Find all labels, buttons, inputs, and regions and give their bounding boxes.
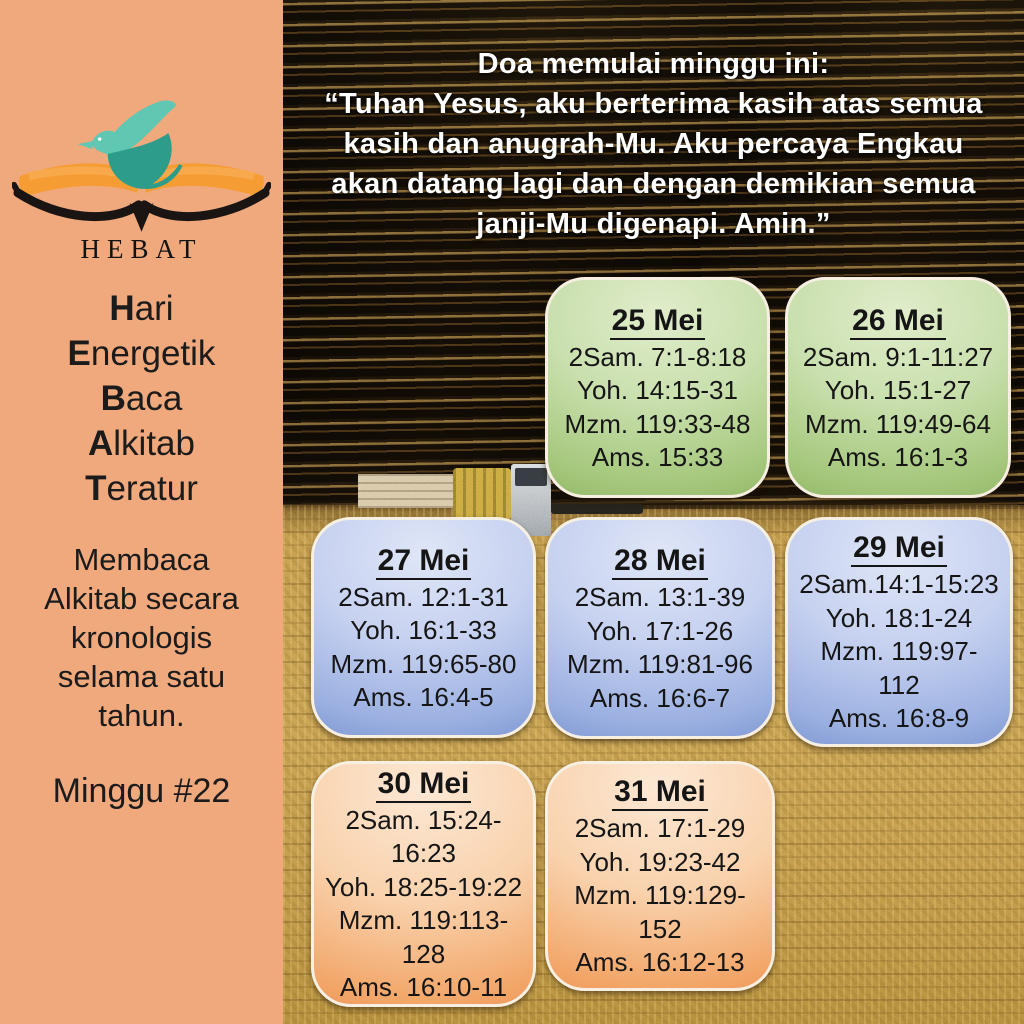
cut-swath — [358, 474, 458, 508]
card-reading-line: 2Sam. 15:24- — [345, 804, 502, 835]
card-date: 29 Mei — [851, 528, 947, 568]
acronym-lead-letter: B — [100, 379, 126, 418]
acronym-rest: eratur — [106, 469, 198, 508]
card-date: 27 Mei — [375, 541, 472, 581]
acronym-lead-letter: A — [88, 424, 114, 463]
reading-card: 28 Mei 2Sam. 13:1-39 Yoh. 17:1-26 Mzm. 119:… — [545, 517, 775, 739]
description-line: tahun. — [98, 698, 185, 733]
card-date-text: 25 Mei — [609, 303, 706, 340]
description-line: Alkitab secara — [44, 581, 239, 616]
hebat-logo — [12, 100, 271, 232]
card-reading-line: 2Sam.14:1-15:23 — [799, 569, 999, 600]
harvester-auger — [551, 504, 643, 514]
card-date: 30 Mei — [375, 764, 472, 804]
description-line: kronologis — [70, 620, 213, 655]
acronym-line: Alkitab — [0, 421, 283, 466]
card-reading-line: Yoh. 16:1-33 — [350, 615, 497, 645]
prayer-quote-line: “Tuhan Yesus, aku berterima kasih atas s… — [324, 88, 983, 120]
card-date-text: 26 Mei — [850, 303, 946, 340]
card-reading-line: Yoh. 17:1-26 — [586, 615, 734, 646]
card-reading-line: 2Sam. 12:1-31 — [338, 581, 509, 612]
logo-wordmark: HEBAT — [80, 234, 203, 264]
card-reading-line: Yoh. 19:23-42 — [579, 846, 741, 877]
acronym-lead-letter: H — [109, 289, 135, 328]
card-reading-line: Yoh. 15:1-27 — [824, 375, 972, 405]
prayer-quote-line: kasih dan anugrah-Mu. Aku percaya Engkau — [343, 128, 964, 160]
card-reading-line: 152 — [638, 913, 682, 944]
description-line: Membaca — [73, 542, 210, 577]
card-reading-line: 2Sam. 7:1-8:18 — [568, 341, 747, 372]
card-reading-line: 2Sam. 17:1-29 — [574, 813, 746, 844]
card-reading-line: Yoh. 14:15-31 — [577, 375, 738, 405]
card-reading-line: Mzm. 119:49-64 — [805, 408, 991, 439]
card-reading-line: Ams. 16:4-5 — [353, 682, 494, 712]
card-reading-line: Ams. 16:1-3 — [827, 442, 969, 472]
card-reading-line: 16:23 — [390, 838, 457, 868]
sidebar-description: Membaca Alkitab secara kronologis selama sa… — [0, 540, 283, 735]
card-reading-line: 128 — [401, 938, 446, 969]
sidebar: HEBAT Hari Energetik Baca Alkitab Teratur Me… — [0, 0, 283, 1024]
acronym-lead-letter: E — [67, 334, 91, 373]
card-reading-line: Yoh. 18:1-24 — [825, 602, 973, 633]
card-reading-line: Mzm. 119:97- — [820, 636, 978, 667]
bird-icon — [77, 100, 183, 189]
card-date-text: 30 Mei — [375, 766, 472, 803]
card-reading-line: Mzm. 119:81-96 — [567, 649, 753, 679]
card-reading-line: 2Sam. 13:1-39 — [574, 582, 746, 612]
card-reading-line: Mzm. 119:65-80 — [330, 648, 517, 679]
card-reading-line: Mzm. 119:129- — [574, 880, 746, 911]
week-label: Minggu #22 — [52, 772, 231, 810]
acronym-line: Hari — [0, 286, 283, 331]
reading-card: 31 Mei 2Sam. 17:1-29 Yoh. 19:23-42 Mzm. 119… — [545, 761, 775, 991]
card-date-text: 28 Mei — [612, 544, 708, 580]
card-reading-line: Yoh. 18:25-19:22 — [324, 871, 523, 902]
acronym-rest: aca — [125, 379, 183, 418]
acronym: Hari Energetik Baca Alkitab Teratur — [0, 286, 283, 511]
acronym-line: Baca — [0, 376, 283, 421]
acronym-rest: lkitab — [113, 424, 195, 463]
card-reading-line: Ams. 15:33 — [591, 442, 724, 472]
reading-card: 25 Mei 2Sam. 7:1-8:18 Yoh. 14:15-31 Mzm. 11… — [545, 277, 770, 498]
card-reading-line: Ams. 16:12-13 — [575, 947, 745, 978]
card-reading-line: 112 — [878, 669, 920, 700]
card-reading-line: Mzm. 119:113- — [338, 905, 509, 935]
prayer-quote-line: janji-Mu digenapi. Amin.” — [476, 208, 831, 240]
card-date-text: 27 Mei — [375, 543, 472, 580]
main-area: Doa memulai minggu ini: “Tuhan Yesus, ak… — [283, 0, 1024, 1024]
prayer-intro: Doa memulai minggu ini: — [477, 48, 830, 80]
card-date-text: 29 Mei — [851, 531, 947, 568]
reading-card: 26 Mei 2Sam. 9:1-11:27 Yoh. 15:1-27 Mzm. 11… — [785, 277, 1011, 498]
prayer-block: Doa memulai minggu ini: “Tuhan Yesus, ak… — [283, 44, 1024, 244]
reading-card: 30 Mei 2Sam. 15:24- 16:23 Yoh. 18:25-19:22 M… — [311, 761, 536, 1007]
acronym-rest: nergetik — [90, 334, 216, 373]
acronym-line: Teratur — [0, 466, 283, 511]
card-date-text: 31 Mei — [612, 775, 708, 812]
card-reading-line: Mzm. 119:33-48 — [564, 408, 751, 439]
card-reading-line: Ams. 16:6-7 — [589, 682, 731, 713]
card-date: 31 Mei — [612, 772, 708, 812]
card-reading-line: 2Sam. 9:1-11:27 — [802, 341, 994, 372]
card-date: 25 Mei — [609, 301, 706, 341]
reading-card: 29 Mei 2Sam.14:1-15:23 Yoh. 18:1-24 Mzm. 11… — [785, 517, 1013, 747]
acronym-line: Energetik — [0, 331, 283, 376]
reading-card: 27 Mei 2Sam. 12:1-31 Yoh. 16:1-33 Mzm. 119:… — [311, 517, 536, 738]
acronym-rest: ari — [134, 289, 174, 328]
prayer-quote-line: akan datang lagi dan dengan demikian sem… — [331, 168, 976, 200]
acronym-lead-letter: T — [85, 469, 107, 508]
harvester-icon — [453, 468, 511, 520]
description-line: selama satu — [57, 659, 226, 694]
harvester-window — [515, 468, 547, 486]
card-date: 28 Mei — [612, 541, 708, 581]
card-reading-line: Ams. 16:8-9 — [828, 703, 970, 734]
card-reading-line: Ams. 16:10-11 — [339, 972, 508, 1002]
card-date: 26 Mei — [850, 301, 946, 341]
